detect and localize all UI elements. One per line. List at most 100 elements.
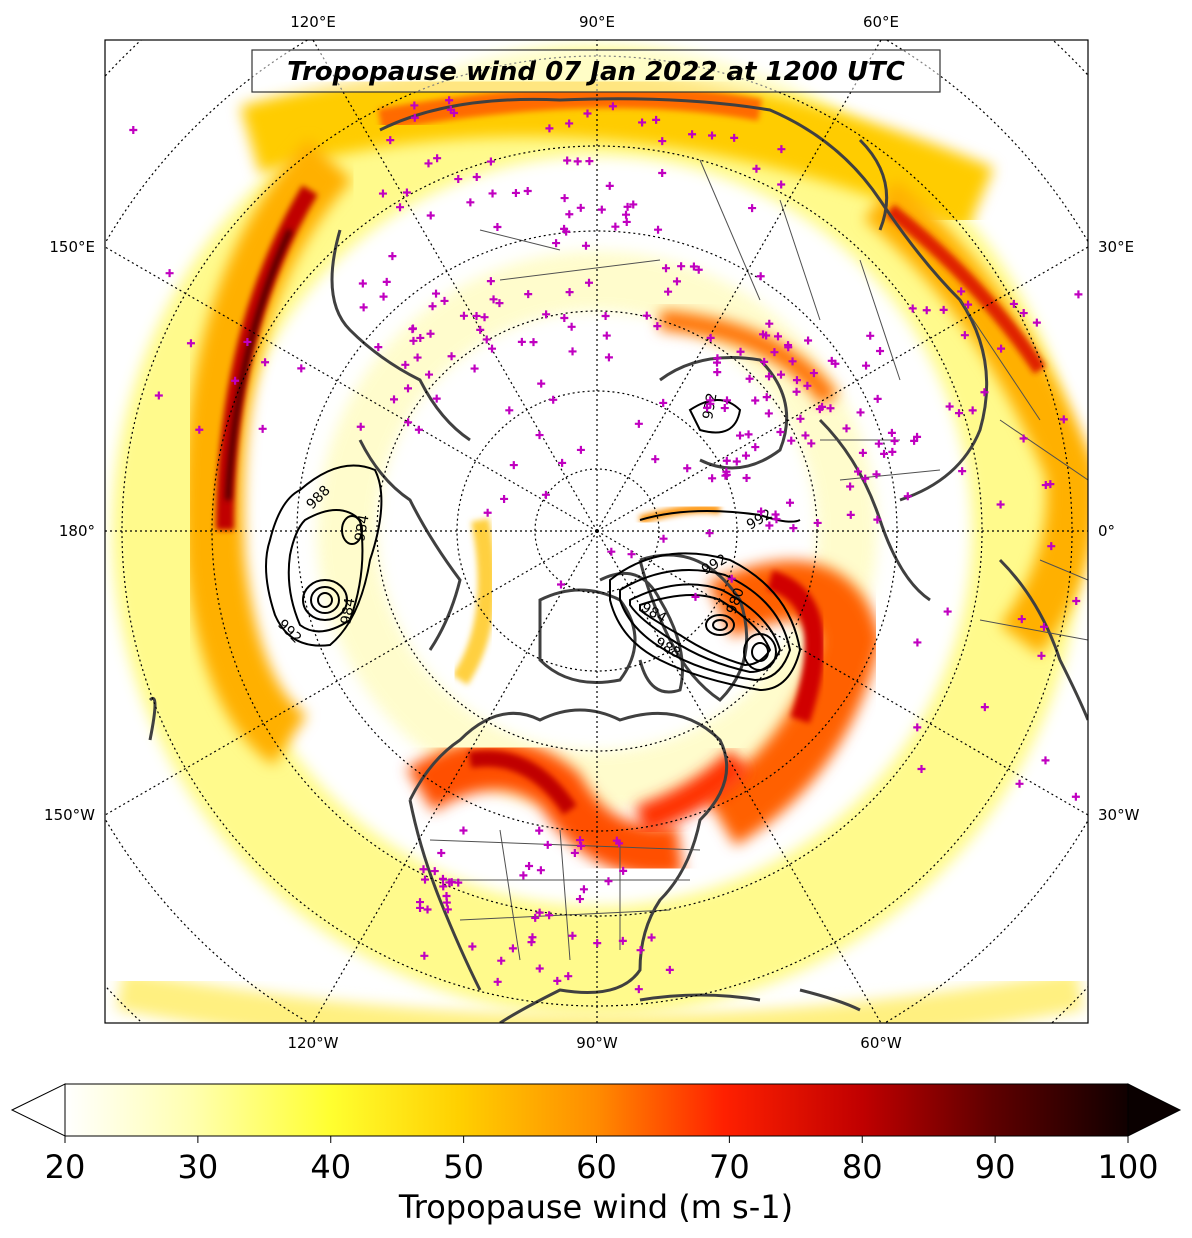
station-marker — [529, 338, 538, 347]
colorbar-tick-label: 30 — [178, 1148, 219, 1186]
lon-label-left: 150°W — [44, 806, 95, 824]
station-marker — [908, 304, 917, 313]
station-marker — [960, 331, 969, 340]
station-marker — [890, 436, 899, 445]
station-marker — [468, 942, 477, 951]
station-marker — [390, 395, 399, 404]
station-marker — [910, 436, 919, 445]
station-marker — [408, 325, 417, 334]
station-marker — [866, 331, 875, 340]
station-marker — [495, 299, 504, 308]
map-area — [105, 40, 1088, 1023]
station-marker — [573, 157, 582, 166]
station-marker — [378, 189, 387, 198]
lon-label-top: 120°E — [290, 13, 336, 31]
station-marker — [939, 305, 948, 314]
station-marker — [442, 898, 451, 907]
station-marker — [1074, 290, 1083, 299]
station-marker — [466, 198, 475, 207]
station-marker — [784, 343, 793, 352]
station-marker — [567, 322, 576, 331]
station-marker — [618, 936, 627, 945]
station-marker — [446, 105, 455, 114]
graticule — [105, 40, 1088, 1023]
station-marker — [862, 361, 871, 370]
station-marker — [437, 849, 446, 858]
station-marker — [568, 347, 577, 356]
station-marker — [818, 402, 827, 411]
station-marker — [386, 136, 395, 145]
lon-label-bottom: 90°W — [576, 1034, 618, 1052]
station-marker — [777, 145, 786, 154]
station-marker — [410, 101, 419, 110]
station-marker — [500, 494, 509, 503]
station-marker — [519, 871, 528, 880]
station-marker — [713, 354, 722, 363]
station-marker — [792, 387, 801, 396]
station-marker — [432, 289, 441, 298]
station-marker — [831, 359, 840, 368]
lon-label-right: 30°W — [1098, 806, 1140, 824]
station-marker — [608, 102, 617, 111]
station-marker — [154, 391, 163, 400]
station-marker — [486, 277, 495, 286]
station-marker — [732, 457, 741, 466]
station-marker — [404, 384, 413, 393]
station-marker — [736, 431, 745, 440]
station-marker — [258, 424, 267, 433]
colorbar-extend-max — [1127, 1083, 1182, 1137]
station-marker — [736, 347, 745, 356]
station-marker — [517, 337, 526, 346]
station-marker — [543, 840, 552, 849]
lon-label-top: 60°E — [863, 13, 899, 31]
station-marker — [420, 951, 429, 960]
station-marker — [129, 125, 138, 134]
station-marker — [958, 467, 967, 476]
station-marker — [955, 409, 964, 418]
station-marker — [489, 295, 498, 304]
station-marker — [416, 333, 425, 342]
station-marker — [195, 425, 204, 434]
station-marker — [888, 447, 897, 456]
station-marker — [694, 265, 703, 274]
station-marker — [980, 388, 989, 397]
station-marker — [523, 187, 532, 196]
colorbar-tick-label: 40 — [310, 1148, 351, 1186]
contour-label: 984 — [338, 597, 358, 626]
station-marker — [611, 222, 620, 231]
station-marker — [622, 210, 631, 219]
station-marker — [509, 461, 518, 470]
colorbar-gradient — [64, 1083, 1129, 1137]
station-marker — [1019, 309, 1028, 318]
station-marker — [545, 124, 554, 133]
station-marker — [638, 118, 647, 127]
station-marker — [576, 445, 585, 454]
station-marker — [826, 404, 835, 413]
colorbar-tick-label: 90 — [975, 1148, 1016, 1186]
station-marker — [445, 878, 454, 887]
station-marker — [552, 239, 561, 248]
station-marker — [440, 296, 449, 305]
station-marker — [425, 370, 434, 379]
colorbar-tick-label: 50 — [443, 1148, 484, 1186]
lon-label-bottom: 60°W — [860, 1034, 902, 1052]
station-marker — [186, 339, 195, 348]
station-marker — [423, 905, 432, 914]
station-marker — [672, 277, 681, 286]
station-marker — [476, 325, 485, 334]
station-marker — [706, 333, 715, 342]
pressure-contours-atlantic — [609, 399, 802, 692]
station-marker — [486, 157, 495, 166]
station-marker — [771, 510, 780, 519]
station-marker — [752, 164, 761, 173]
station-marker — [762, 393, 771, 402]
station-marker — [887, 428, 896, 437]
station-marker — [536, 866, 545, 875]
station-marker — [576, 203, 585, 212]
colorbar-extend-min — [10, 1083, 66, 1137]
station-marker — [996, 500, 1005, 509]
station-marker — [706, 396, 715, 405]
station-marker — [413, 353, 422, 362]
station-marker — [1039, 622, 1048, 631]
